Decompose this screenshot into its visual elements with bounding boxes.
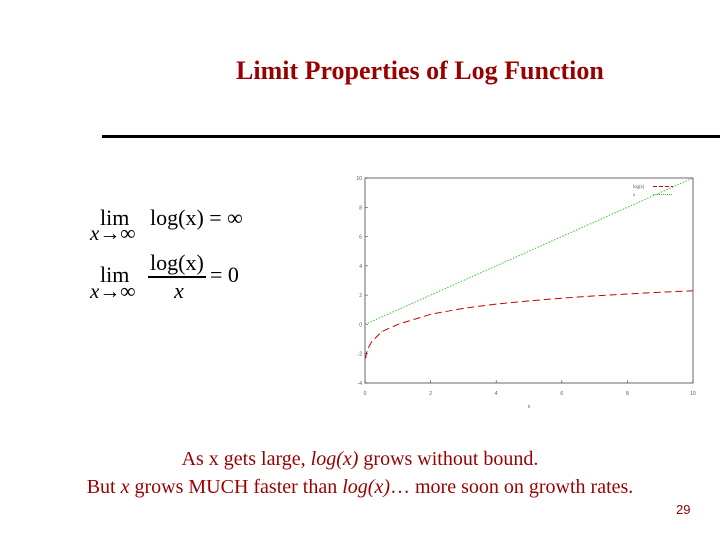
caption-text: … more soon on growth rates. xyxy=(390,476,634,498)
data-point xyxy=(659,291,661,293)
y-tick-label: 0 xyxy=(359,322,362,328)
data-point xyxy=(365,357,367,359)
limit-result: = 0 xyxy=(210,262,239,287)
data-point xyxy=(561,297,563,299)
y-tick-label: 6 xyxy=(359,235,362,241)
data-point xyxy=(692,290,694,292)
caption-emphasis: log(x) xyxy=(342,476,390,498)
data-point xyxy=(366,351,368,353)
y-tick-label: 4 xyxy=(359,264,362,270)
legend-label: log(x) xyxy=(633,184,645,189)
y-tick-label: 10 xyxy=(356,176,362,182)
caption-line-2: But x grows MUCH faster than log(x)… mor… xyxy=(0,476,720,499)
data-point xyxy=(367,347,369,349)
series-line-x xyxy=(364,177,694,325)
series-line-logx xyxy=(365,290,694,359)
fraction-bar xyxy=(148,276,206,278)
data-point xyxy=(397,324,399,325)
log-vs-x-plot: 0 2 4 6 8 10 -4 -2 0 2 4 6 8 10 x log(x) x xyxy=(356,176,696,410)
data-point xyxy=(692,177,694,179)
data-point xyxy=(627,293,628,295)
y-tick-label: 8 xyxy=(359,205,362,211)
caption-text: As x gets large, xyxy=(181,448,311,470)
caption-text: But xyxy=(86,476,121,498)
page-number: 29 xyxy=(676,502,691,517)
x-tick-label: 4 xyxy=(495,391,498,397)
data-point xyxy=(430,313,431,315)
caption-text: grows MUCH faster than xyxy=(129,476,343,498)
data-point xyxy=(371,341,372,343)
legend-label: x xyxy=(633,192,636,197)
y-tick-label: -4 xyxy=(358,381,363,387)
x-tick-label: 0 xyxy=(364,391,367,397)
limit-expression: log(x) = ∞ xyxy=(150,205,243,230)
caption-line-1: As x gets large, log(x) grows without bo… xyxy=(0,448,720,471)
x-tick-label: 8 xyxy=(626,391,629,397)
limit-formula-2: lim x→∞ log(x) x = 0 xyxy=(90,252,270,304)
title-divider xyxy=(102,135,720,138)
x-tick-label: 6 xyxy=(560,391,563,397)
data-point xyxy=(594,295,595,297)
data-point xyxy=(364,324,366,325)
x-tick-label: 10 xyxy=(690,391,696,397)
y-tick-label: 2 xyxy=(359,293,362,299)
caption-text: grows without bound. xyxy=(358,448,539,470)
slide-title: Limit Properties of Log Function xyxy=(236,56,604,85)
lim-operator: lim xyxy=(100,262,130,287)
limit-subscript: x→∞ xyxy=(90,279,136,303)
limit-formula-1: lim x→∞ log(x) = ∞ xyxy=(90,205,270,245)
data-point xyxy=(495,303,497,305)
x-axis-label: x xyxy=(528,404,531,410)
caption-emphasis: log(x) xyxy=(310,448,359,470)
caption-emphasis: x xyxy=(120,476,130,498)
y-tick-label: -2 xyxy=(358,352,363,358)
data-point xyxy=(463,307,464,309)
x-tick-label: 2 xyxy=(429,391,432,397)
lim-operator: lim xyxy=(100,205,130,230)
fraction-numerator: log(x) xyxy=(150,250,204,275)
data-point xyxy=(528,300,530,302)
data-point xyxy=(381,331,382,333)
limit-subscript: x→∞ xyxy=(90,221,136,245)
plot-frame xyxy=(364,177,694,384)
fraction-denominator: x xyxy=(174,278,184,303)
